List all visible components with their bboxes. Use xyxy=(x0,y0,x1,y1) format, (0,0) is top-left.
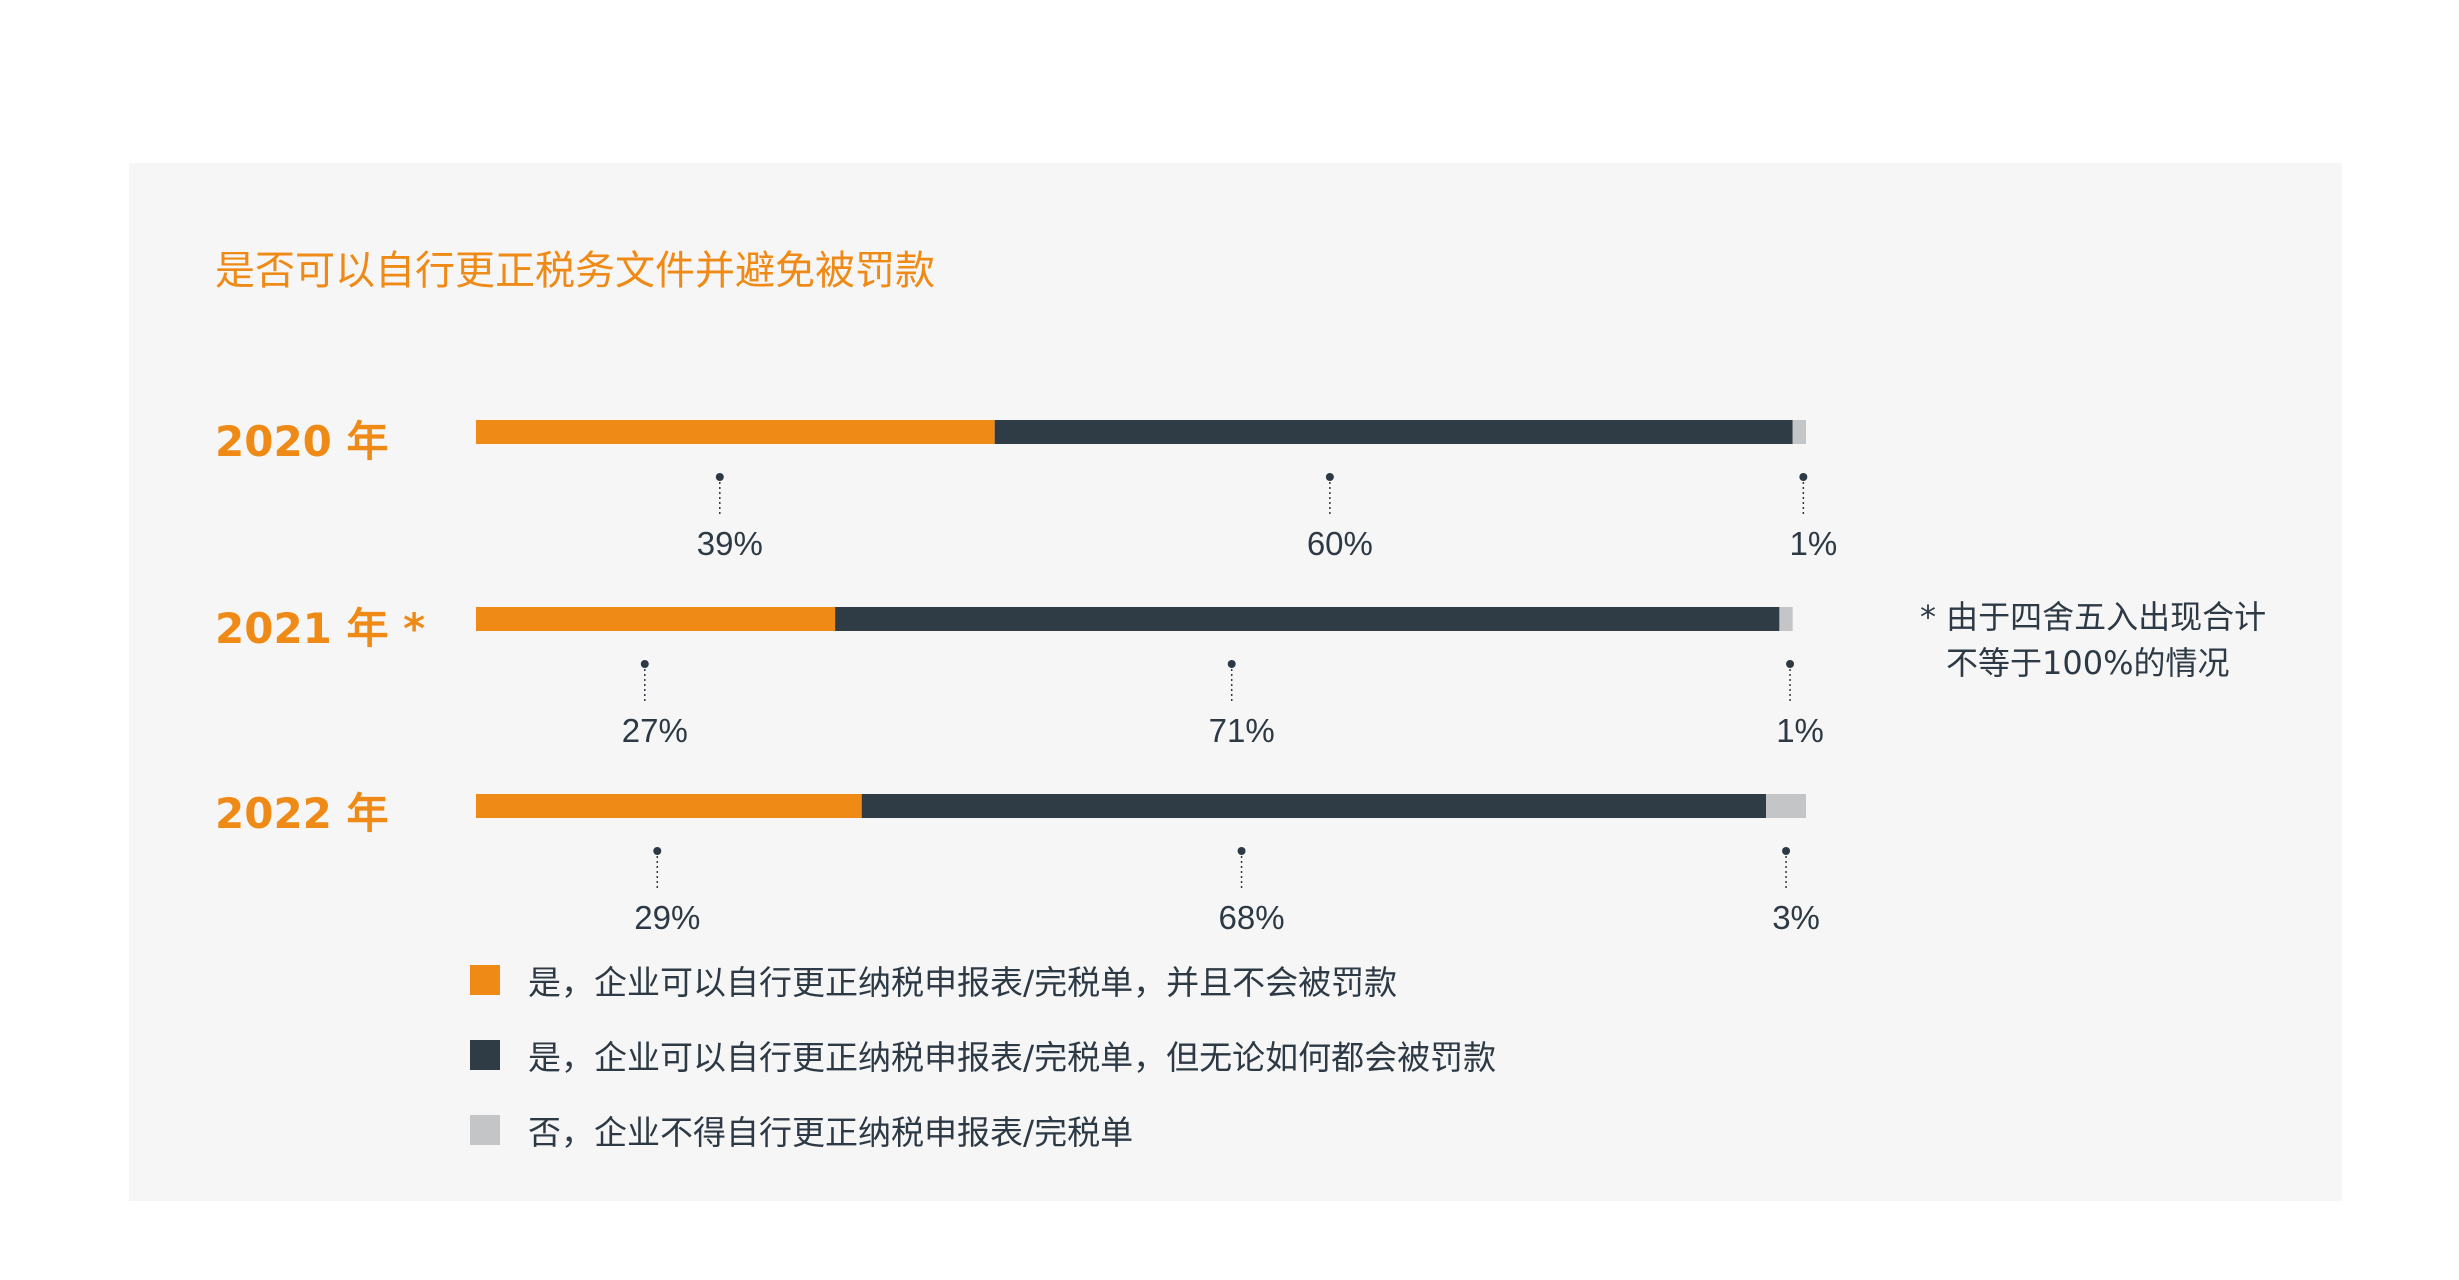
data-label: 71% xyxy=(1209,712,1275,749)
row-label-2021: 2021 年 * xyxy=(215,604,426,653)
legend-label: 否，企业不得自行更正纳税申报表/完税单 xyxy=(528,1113,1134,1152)
rounding-note-line-1: * 由于四舍五入出现合计 xyxy=(1920,598,2267,636)
bar-segment-no-0 xyxy=(1792,420,1806,444)
legend-item-yes-with-penalty: 是，企业可以自行更正纳税申报表/完税单，但无论如何都会被罚款 xyxy=(470,1035,1496,1077)
legend-swatch-orange xyxy=(470,965,500,995)
legend-label: 是，企业可以自行更正纳税申报表/完税单，并且不会被罚款 xyxy=(528,963,1398,1002)
bar-segment-yes-with-penalty-2 xyxy=(861,794,1767,818)
legend-item-yes-no-penalty: 是，企业可以自行更正纳税申报表/完税单，并且不会被罚款 xyxy=(470,960,1397,1002)
legend-swatch-gray xyxy=(470,1115,500,1145)
row-label-2020: 2020 年 xyxy=(215,417,389,466)
legend-item-no: 否，企业不得自行更正纳税申报表/完税单 xyxy=(470,1110,1133,1152)
legend-swatch-dark xyxy=(470,1040,500,1070)
bar-segment-yes-no-penalty-1 xyxy=(476,607,836,631)
bar-segment-yes-no-penalty-0 xyxy=(476,420,995,444)
data-label: 68% xyxy=(1219,899,1285,936)
data-label: 29% xyxy=(634,899,700,936)
data-label: 39% xyxy=(697,525,763,562)
data-label: 1% xyxy=(1789,525,1837,562)
rounding-note: * 由于四舍五入出现合计 不等于100%的情况 xyxy=(1920,594,2266,686)
chart-panel xyxy=(129,163,2342,1201)
bar-segment-yes-no-penalty-2 xyxy=(476,794,862,818)
data-label: 3% xyxy=(1772,899,1820,936)
bar-segment-yes-with-penalty-1 xyxy=(835,607,1780,631)
bar-segment-yes-with-penalty-0 xyxy=(994,420,1793,444)
data-label: 60% xyxy=(1307,525,1373,562)
data-label: 1% xyxy=(1776,712,1824,749)
rounding-note-line-2: 不等于100%的情况 xyxy=(1946,644,2230,682)
bar-segment-no-1 xyxy=(1779,607,1793,631)
chart-title: 是否可以自行更正税务文件并避免被罚款 xyxy=(215,248,935,294)
legend-label: 是，企业可以自行更正纳税申报表/完税单，但无论如何都会被罚款 xyxy=(528,1038,1497,1077)
bar-segment-no-2 xyxy=(1766,794,1806,818)
data-label: 27% xyxy=(622,712,688,749)
row-label-2022: 2022 年 xyxy=(215,789,389,838)
